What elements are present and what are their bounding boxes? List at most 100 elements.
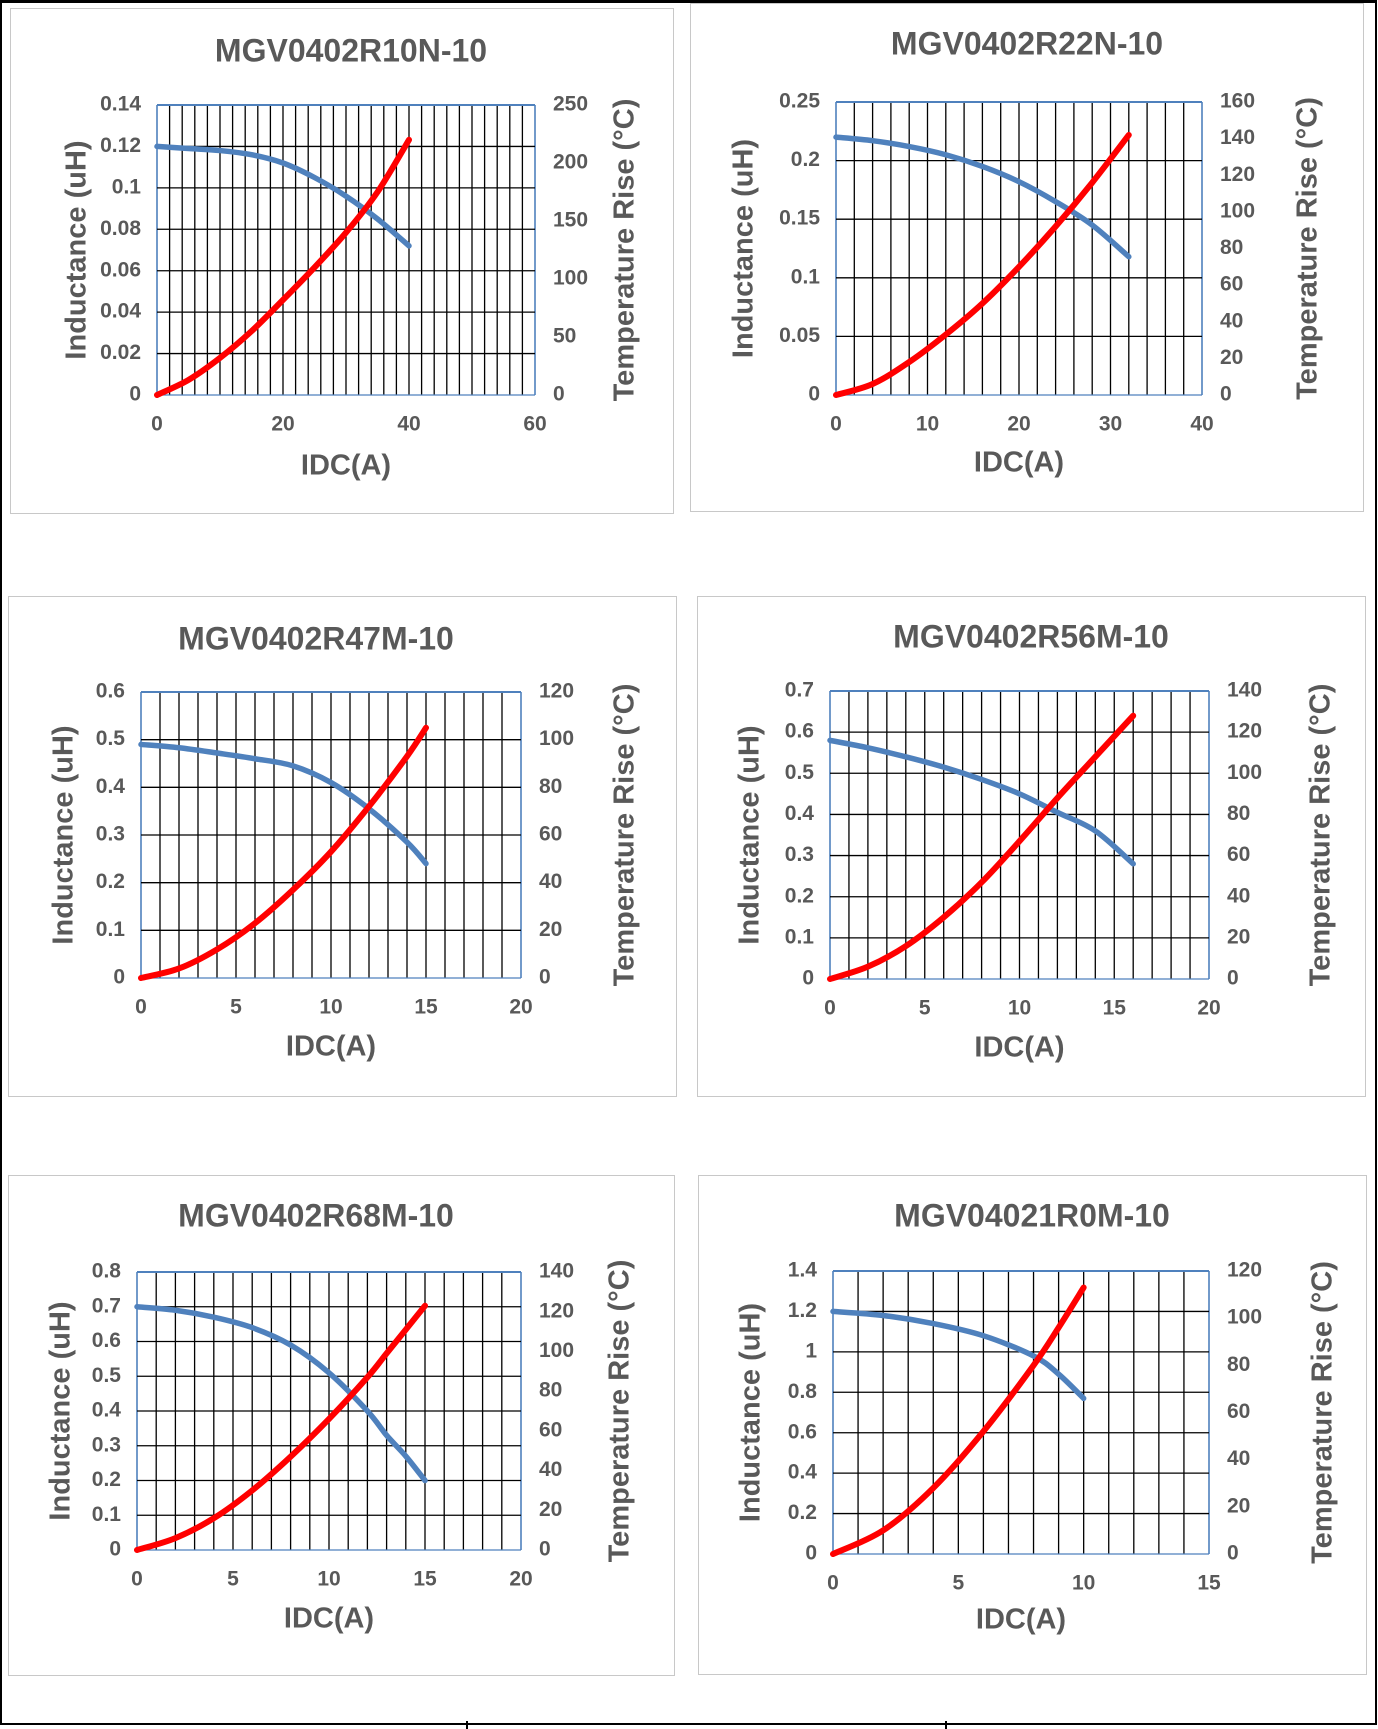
chart-6-title: MGV04021R0M-10 [894, 1197, 1170, 1233]
chart-2-inductance-series [833, 134, 1132, 260]
chart-1-y2tick-label: 200 [553, 151, 588, 174]
chart-1-y2tick-label: 100 [553, 267, 588, 290]
chart-3-y2tick-label: 60 [539, 823, 562, 846]
chart-3-xtick-label: 20 [509, 996, 532, 1019]
chart-2-y2tick-label: 60 [1220, 273, 1243, 296]
chart-5-y2tick-label: 60 [539, 1418, 562, 1441]
chart-4-y2tick-label: 60 [1227, 843, 1250, 866]
chart-4-y2tick-label: 40 [1227, 884, 1250, 907]
chart-2-ytick-label: 0.1 [791, 265, 821, 288]
chart-5-y2tick-label: 40 [539, 1458, 562, 1481]
chart-5-ytick-label: 0.5 [92, 1364, 122, 1387]
chart-3-y2tick-label: 100 [539, 727, 574, 750]
chart-6: MGV04021R0M-10 0 0.2 0.4 0.6 0.8 1 1.2 1.4 0 20 40 6… [735, 1197, 1339, 1636]
bottom-tick-right [945, 1721, 947, 1729]
chart-1: MGV0402R10N-10 0 0.02 0.04 0.06 0.08 0.1 0.12 0.… [61, 32, 641, 482]
chart-2-y2tick-label: 40 [1220, 309, 1243, 332]
chart-4-ytick-label: 0.2 [785, 884, 814, 907]
chart-4-y2tick-label: 0 [1227, 967, 1239, 990]
chart-4-xtick-label: 5 [919, 997, 931, 1020]
chart-6-y2tick-label: 20 [1227, 1494, 1250, 1517]
chart-6-ytick-label: 0.8 [788, 1380, 818, 1403]
chart-5-y2tick-label: 120 [539, 1299, 574, 1322]
chart-6-y2tick-label: 60 [1227, 1400, 1250, 1423]
chart-5-ytick-label: 0.6 [92, 1329, 121, 1352]
chart-2-ytick-label: 0.15 [779, 207, 820, 230]
chart-5-ytick-label: 0 [109, 1538, 121, 1561]
chart-1-y-axis-title: Inductance (uH) [61, 140, 93, 359]
chart-6-ytick-label: 1.4 [788, 1259, 818, 1282]
chart-5-y2tick-label: 80 [539, 1379, 562, 1402]
chart-5-xtick-label: 10 [317, 1568, 340, 1591]
chart-6-y2tick-label: 0 [1227, 1542, 1239, 1565]
chart-1-ytick-label: 0.08 [100, 217, 141, 240]
chart-6-y2-axis-title: Temperature Rise (°C) [1307, 1261, 1339, 1564]
chart-1-inductance-series [154, 143, 412, 249]
chart-4-title: MGV0402R56M-10 [893, 618, 1169, 654]
chart-6-ytick-label: 0.4 [788, 1461, 818, 1484]
chart-2: MGV0402R22N-10 0 0.05 0.1 0.15 0.2 0.25 0 20 40 60… [728, 25, 1324, 479]
chart-4-inductance-series [827, 737, 1136, 867]
chart-2-ytick-label: 0.25 [779, 90, 820, 113]
chart-1-ytick-label: 0.14 [100, 93, 141, 116]
chart-2-y2tick-label: 20 [1220, 346, 1243, 369]
chart-5-xtick-label: 5 [227, 1568, 239, 1591]
chart-5-y2-axis-title: Temperature Rise (°C) [604, 1260, 636, 1563]
chart-4-ytick-label: 0.6 [785, 720, 814, 743]
chart-6-x-axis-title: IDC(A) [976, 1604, 1066, 1636]
chart-5-ytick-label: 0.1 [92, 1503, 122, 1526]
chart-2-title: MGV0402R22N-10 [891, 25, 1163, 61]
chart-2-x-axis-title: IDC(A) [974, 447, 1064, 479]
chart-3-xtick-label: 15 [414, 996, 438, 1019]
chart-3-y2-axis-title: Temperature Rise (°C) [609, 684, 641, 987]
chart-6-xtick-label: 15 [1197, 1572, 1221, 1595]
chart-6-y2tick-label: 120 [1227, 1259, 1262, 1282]
chart-4-x-axis-title: IDC(A) [974, 1032, 1064, 1064]
chart-4-y2tick-label: 120 [1227, 720, 1262, 743]
chart-6-y-axis-title: Inductance (uH) [735, 1303, 767, 1522]
chart-5-xtick-label: 0 [131, 1568, 143, 1591]
chart-6-ytick-label: 0.2 [788, 1501, 817, 1524]
chart-1-x-axis-title: IDC(A) [301, 450, 391, 482]
chart-1-title: MGV0402R10N-10 [215, 32, 487, 68]
bottom-tick-left [466, 1721, 468, 1729]
chart-4-xtick-label: 0 [824, 997, 836, 1020]
chart-4: MGV0402R56M-10 0 0.1 0.2 0.3 0.4 0.5 0.6 0.7 0 20 4… [734, 618, 1337, 1064]
chart-6-xtick-label: 0 [827, 1572, 839, 1595]
chart-4-y2tick-label: 20 [1227, 925, 1250, 948]
chart-5-y2tick-label: 20 [539, 1498, 562, 1521]
chart-6-inductance-series [830, 1308, 1087, 1402]
chart-3-ytick-label: 0.2 [96, 870, 125, 893]
chart-5-x-axis-title: IDC(A) [284, 1603, 374, 1635]
chart-2-xtick-label: 30 [1099, 413, 1122, 436]
chart-1-xtick-label: 40 [397, 413, 420, 436]
chart-1-y2tick-label: 250 [553, 93, 588, 116]
chart-5-ytick-label: 0.7 [92, 1294, 121, 1317]
chart-2-ytick-label: 0.2 [791, 148, 820, 171]
chart-3-x-axis-title: IDC(A) [286, 1031, 376, 1063]
chart-1-ytick-label: 0.02 [100, 341, 141, 364]
chart-panel-5: MGV0402R68M-10 0 0.1 0.2 0.3 0.4 0.5 0.6 0.7 0.8 0… [8, 1175, 675, 1676]
chart-4-xtick-label: 20 [1197, 997, 1220, 1020]
chart-1-ytick-label: 0.1 [112, 175, 142, 198]
chart-2-y2tick-label: 100 [1220, 199, 1255, 222]
chart-6-xtick-label: 5 [952, 1572, 964, 1595]
chart-4-ytick-label: 0.1 [785, 925, 815, 948]
chart-6-temperature-series [830, 1284, 1087, 1557]
chart-4-ytick-label: 0.7 [785, 679, 814, 702]
chart-3-y2tick-label: 80 [539, 775, 562, 798]
chart-3-y2tick-label: 120 [539, 680, 574, 703]
chart-3-temperature-series [138, 724, 429, 981]
chart-1-ytick-label: 0.12 [100, 134, 141, 157]
chart-2-y2tick-label: 140 [1220, 126, 1255, 149]
chart-5-y2tick-label: 140 [539, 1260, 574, 1283]
chart-6-ytick-label: 0.6 [788, 1420, 817, 1443]
chart-2-y2tick-label: 160 [1220, 90, 1255, 113]
chart-5-temperature-series [134, 1302, 428, 1553]
chart-1-xtick-label: 20 [271, 413, 294, 436]
chart-6-y2tick-label: 80 [1227, 1353, 1250, 1376]
chart-4-y2tick-label: 100 [1227, 761, 1262, 784]
chart-2-xtick-label: 10 [916, 413, 939, 436]
chart-6-xtick-label: 10 [1072, 1572, 1095, 1595]
chart-2-xtick-label: 40 [1190, 413, 1213, 436]
